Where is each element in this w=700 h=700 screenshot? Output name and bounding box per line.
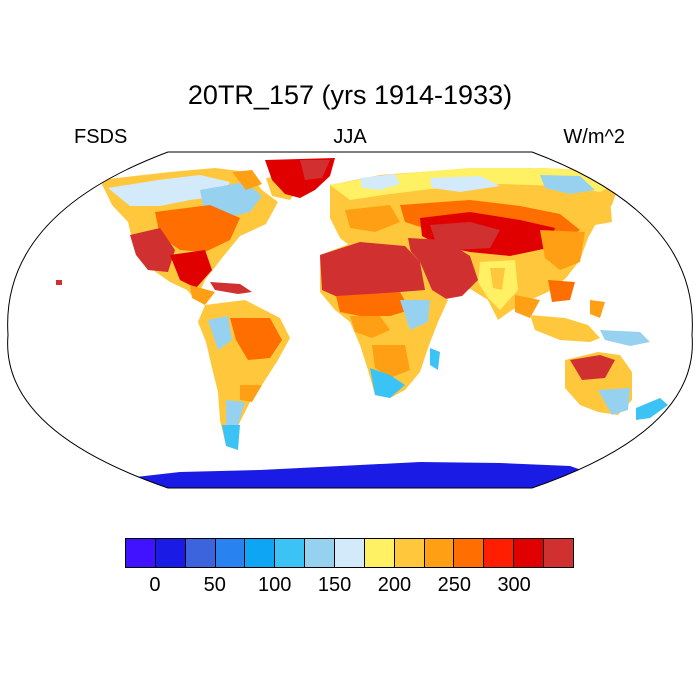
units-label: W/m^2 bbox=[563, 126, 625, 148]
hawaii bbox=[56, 280, 62, 285]
variable-label: FSDS bbox=[74, 126, 128, 148]
africa bbox=[320, 240, 448, 398]
colorbar-swatch bbox=[394, 539, 425, 567]
colorbar-swatch bbox=[454, 539, 485, 567]
arabia bbox=[408, 238, 478, 300]
south-america bbox=[198, 300, 290, 450]
colorbar-tick-labels: 0 50 100 150 200 250 300 bbox=[125, 574, 574, 598]
colorbar-swatch bbox=[126, 539, 156, 567]
colorbar-swatch bbox=[424, 539, 455, 567]
southeast-asia bbox=[530, 300, 650, 346]
greenland bbox=[265, 158, 335, 198]
colorbar-swatch bbox=[155, 539, 186, 567]
colorbar-swatch bbox=[305, 539, 336, 567]
colorbar-swatch bbox=[275, 539, 306, 567]
colorbar-swatch bbox=[185, 539, 216, 567]
colorbar-swatch bbox=[514, 539, 545, 567]
antarctica bbox=[100, 462, 620, 488]
caribbean bbox=[210, 282, 252, 294]
colorbar-tick-label: 200 bbox=[377, 574, 412, 596]
colorbar-tick-label: 300 bbox=[497, 574, 531, 596]
colorbar-tick-label: 50 bbox=[203, 574, 226, 596]
eurasia bbox=[330, 168, 620, 320]
colorbar-swatch bbox=[335, 539, 365, 567]
colorbar-tick-label: 150 bbox=[317, 574, 352, 596]
colorbar-tick-label: 250 bbox=[437, 574, 471, 596]
plot-title: 20TR_157 (yrs 1914-1933) bbox=[187, 80, 513, 110]
australia bbox=[565, 352, 668, 420]
season-label: JJA bbox=[333, 126, 367, 148]
colorbar-tick-label: 0 bbox=[149, 574, 161, 596]
colorbar-swatch bbox=[215, 539, 246, 567]
globe-outline bbox=[7, 151, 693, 489]
colorbar bbox=[125, 538, 574, 568]
colorbar-tick-label: 100 bbox=[257, 574, 292, 596]
colorbar-swatch bbox=[484, 539, 515, 567]
colorbar-swatch bbox=[245, 539, 276, 567]
colorbar-swatch bbox=[544, 539, 573, 567]
colorbar-swatch bbox=[364, 539, 395, 567]
